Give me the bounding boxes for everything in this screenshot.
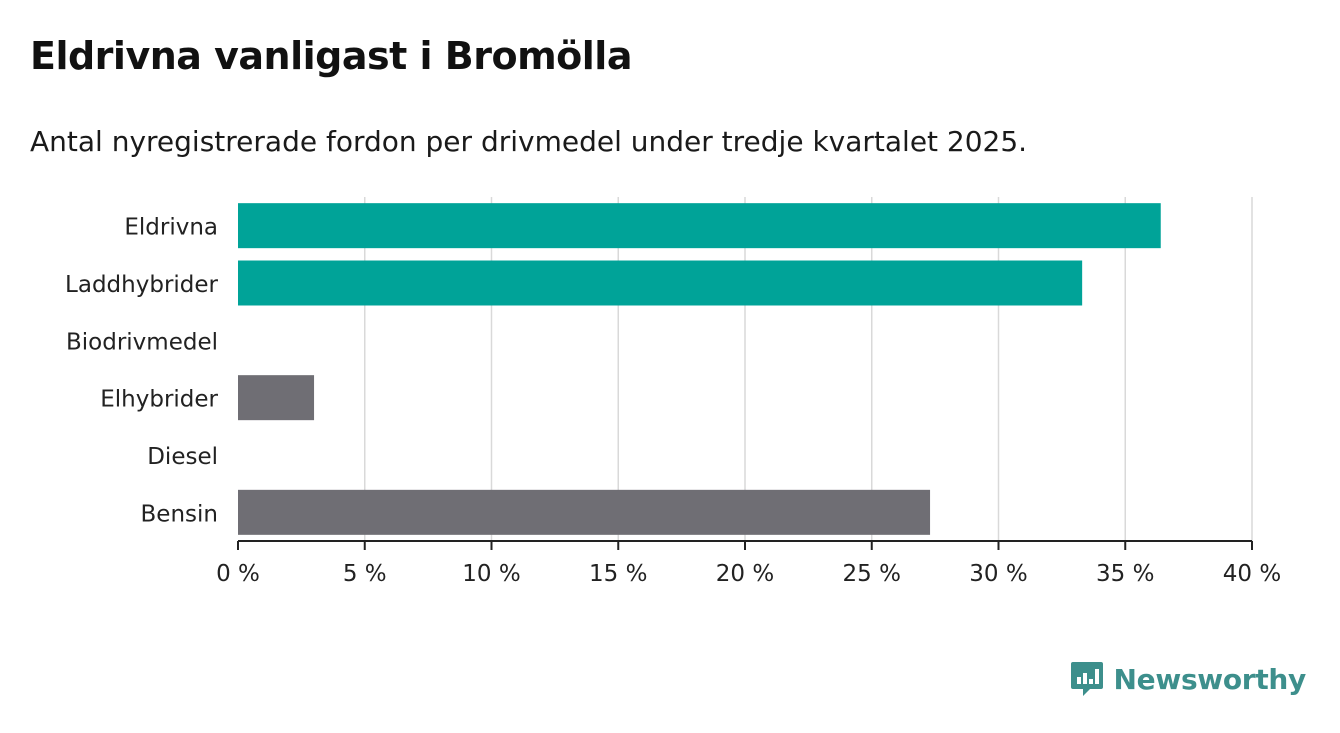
x-tick-label: 15 % [589,561,647,587]
category-label: Laddhybrider [65,272,218,298]
brand-name: Newsworthy [1113,662,1307,696]
x-tick-label: 5 % [343,561,387,587]
category-label: Diesel [147,444,218,470]
x-tick-label: 30 % [969,561,1027,587]
x-tick-label: 10 % [462,561,520,587]
bar [238,489,931,535]
category-label: Bensin [141,501,218,527]
x-tick-label: 25 % [843,561,901,587]
x-tick-label: 40 % [1223,561,1281,587]
bar-chart: Eldrivna Laddhybrider Biodrivmedel Elhybrid… [65,197,1281,587]
category-label: Eldrivna [124,215,218,241]
category-label: Biodrivmedel [66,329,218,355]
x-tick-label: 35 % [1096,561,1154,587]
category-label: Elhybrider [100,387,218,413]
newsworthy-logo: Newsworthy [1070,660,1306,698]
bar [238,375,315,421]
bar [238,203,1161,249]
x-tick-label: 20 % [716,561,774,587]
newsworthy-chart-icon [1070,662,1103,696]
bar [238,260,1083,306]
chart-subtitle: Antal nyregistrerade fordon per drivmede… [30,125,1028,158]
x-tick-label: 0 % [216,561,260,587]
chart-title: Eldrivna vanligast i Bromölla [30,34,632,78]
